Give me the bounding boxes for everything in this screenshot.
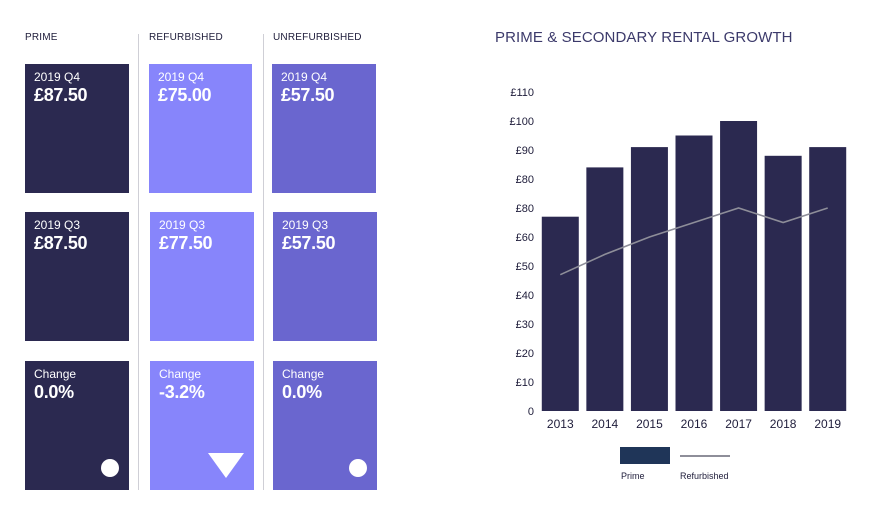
no-change-circle-icon <box>101 459 119 477</box>
y-tick-label: £110 <box>510 87 534 99</box>
unrefurbished-change-card: Change 0.0% <box>273 361 377 490</box>
legend-label-refurbished: Refurbished <box>680 471 729 481</box>
card-label: 2019 Q4 <box>34 70 81 84</box>
y-tick-label: £100 <box>510 116 534 128</box>
prime-q3-card: 2019 Q3 £87.50 <box>25 212 129 341</box>
x-tick-label: 2019 <box>814 417 841 431</box>
card-label: 2019 Q3 <box>159 218 206 232</box>
column-header-unrefurbished: UNREFURBISHED <box>273 32 362 43</box>
bar-2015 <box>630 147 668 411</box>
card-value: £75.00 <box>158 85 212 105</box>
card-label: Change <box>159 367 202 381</box>
bar-2017 <box>720 121 758 411</box>
y-tick-label: £90 <box>516 145 534 157</box>
chart-title: PRIME & SECONDARY RENTAL GROWTH <box>495 29 793 46</box>
bar-2018 <box>764 155 802 411</box>
card-label: Change <box>34 367 77 381</box>
y-tick-label: £10 <box>516 377 534 389</box>
card-label: 2019 Q3 <box>34 218 81 232</box>
y-tick-label: £80 <box>516 174 534 186</box>
legend-label-prime: Prime <box>621 471 645 481</box>
unrefurbished-q4-card: 2019 Q4 £57.50 <box>272 64 376 193</box>
refurbished-q3-card: 2019 Q3 £77.50 <box>150 212 254 341</box>
card-label: 2019 Q4 <box>158 70 205 84</box>
refurbished-q4-card: 2019 Q4 £75.00 <box>149 64 252 193</box>
column-header-refurbished: REFURBISHED <box>149 32 223 43</box>
card-label: 2019 Q3 <box>282 218 329 232</box>
x-tick-label: 2015 <box>636 417 663 431</box>
y-tick-label: £50 <box>516 261 534 273</box>
card-value: £87.50 <box>34 85 88 105</box>
refurbished-change-card: Change -3.2% <box>150 361 254 490</box>
legend-swatch-prime <box>620 447 670 464</box>
bar-2016 <box>675 135 713 411</box>
y-tick-label: £30 <box>516 319 534 331</box>
x-tick-label: 2013 <box>547 417 574 431</box>
x-tick-label: 2017 <box>725 417 752 431</box>
down-triangle-icon <box>208 453 244 478</box>
x-tick-label: 2018 <box>770 417 797 431</box>
bar-2013 <box>541 216 579 411</box>
card-value: £57.50 <box>281 85 335 105</box>
no-change-circle-icon <box>349 459 367 477</box>
unrefurbished-q3-card: 2019 Q3 £57.50 <box>273 212 377 341</box>
bar-2014 <box>586 167 624 411</box>
y-tick-label: £80 <box>516 203 534 215</box>
column-divider <box>263 34 264 490</box>
y-tick-label: £20 <box>516 348 534 360</box>
refurbished-line <box>559 207 828 276</box>
card-label: Change <box>282 367 325 381</box>
card-value: £57.50 <box>282 233 336 253</box>
x-tick-label: 2016 <box>681 417 708 431</box>
card-value: £87.50 <box>34 233 88 253</box>
card-label: 2019 Q4 <box>281 70 328 84</box>
card-value: 0.0% <box>34 382 74 402</box>
card-value: 0.0% <box>282 382 322 402</box>
prime-q4-card: 2019 Q4 £87.50 <box>25 64 129 193</box>
y-tick-label: 0 <box>528 406 534 418</box>
y-tick-label: £60 <box>516 232 534 244</box>
x-tick-label: 2014 <box>592 417 619 431</box>
card-value: -3.2% <box>159 382 205 402</box>
card-value: £77.50 <box>159 233 213 253</box>
y-tick-label: £40 <box>516 290 534 302</box>
column-header-prime: PRIME <box>25 32 58 43</box>
prime-change-card: Change 0.0% <box>25 361 129 490</box>
bar-2019 <box>809 147 847 411</box>
column-divider <box>138 34 139 490</box>
rental-growth-chart: 0 £10 £20 £30 £40 £50 £60 £80 £80 £90 £100 £110 2013… <box>510 87 847 481</box>
